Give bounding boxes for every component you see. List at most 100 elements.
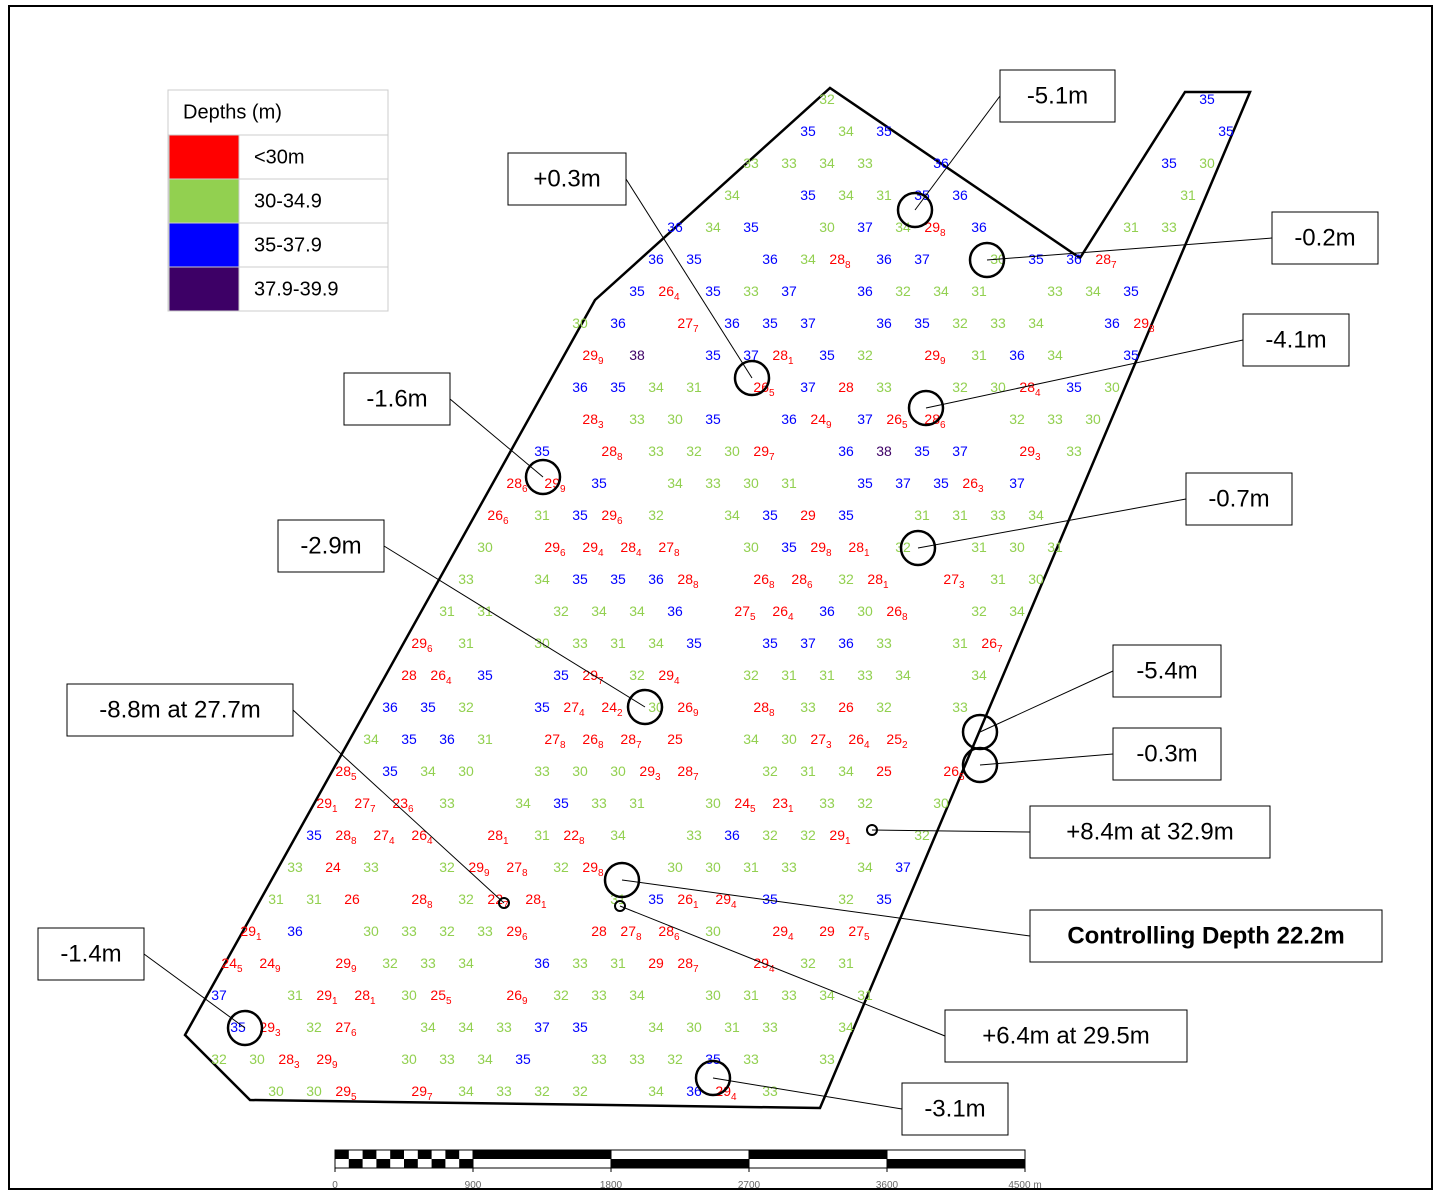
leader-line — [383, 545, 646, 708]
sounding-decimal: 4 — [788, 932, 794, 943]
sounding: 35 — [838, 507, 854, 523]
sounding: 288 — [335, 827, 357, 847]
sounding-decimal: 8 — [826, 548, 832, 559]
sounding: 30 — [458, 763, 474, 779]
callout-label: +0.3m — [533, 165, 600, 192]
sounding-depth: 29 — [468, 859, 484, 875]
sounding-decimal: 7 — [693, 324, 699, 335]
sounding: 268 — [753, 571, 775, 591]
sounding-depth: 29 — [715, 891, 731, 907]
sounding-depth: 28 — [354, 987, 370, 1003]
sounding: 38 — [876, 443, 892, 459]
sounding: 33 — [496, 1083, 512, 1099]
sounding: 36 — [1066, 251, 1082, 267]
sounding: 34 — [420, 763, 436, 779]
sounding-depth: 29 — [506, 923, 522, 939]
callout-label: -1.6m — [366, 385, 427, 412]
sounding: 33 — [534, 763, 550, 779]
leader-line — [914, 95, 1001, 211]
sounding-decimal: 1 — [332, 996, 338, 1007]
sounding: 32 — [439, 859, 455, 875]
sounding: 35 — [762, 635, 778, 651]
sounding: 35 — [686, 251, 702, 267]
sounding: 34 — [1028, 315, 1044, 331]
sounding: 35 — [553, 795, 569, 811]
sounding: 30 — [572, 763, 588, 779]
survey-boundary — [183, 86, 1252, 1110]
sounding: 261 — [677, 891, 699, 911]
sounding: 31 — [1047, 539, 1063, 555]
sounding: 31 — [534, 507, 550, 523]
sounding: 36 — [857, 283, 873, 299]
sounding: 33 — [648, 443, 664, 459]
scale-label: 2700 — [738, 1180, 761, 1191]
sounding-decimal: 8 — [579, 836, 585, 847]
sounding: 298 — [1133, 315, 1155, 335]
sounding: 288 — [677, 571, 699, 591]
sounding: 31 — [971, 539, 987, 555]
sounding: 34 — [1085, 283, 1101, 299]
sounding: 34 — [629, 987, 645, 1003]
legend-label: <30m — [254, 146, 305, 168]
sounding: 34 — [1009, 603, 1025, 619]
sounding: 269 — [677, 699, 699, 719]
leader-line — [986, 237, 1273, 261]
sounding: 231 — [772, 795, 794, 815]
sounding-depth: 28 — [487, 827, 503, 843]
sounding: 30 — [743, 475, 759, 491]
sounding: 34 — [838, 763, 854, 779]
sounding: 28 — [838, 379, 854, 395]
sounding-decimal: 3 — [275, 1028, 281, 1039]
sounding: 281 — [867, 571, 889, 591]
sounding: 37 — [800, 635, 816, 651]
sounding: 30 — [610, 763, 626, 779]
sounding-decimal: 8 — [940, 228, 946, 239]
sounding: 33 — [686, 827, 702, 843]
sounding-decimal: 3 — [655, 772, 661, 783]
sounding-depth: 26 — [487, 507, 503, 523]
sounding: 296 — [506, 923, 528, 943]
sounding: 35 — [876, 123, 892, 139]
sounding: 36 — [819, 603, 835, 619]
callout-box — [277, 519, 385, 573]
sounding: 31 — [743, 859, 759, 875]
sounding: 34 — [971, 667, 987, 683]
sounding-decimal: 1 — [693, 900, 699, 911]
sounding-decimal: 1 — [370, 996, 376, 1007]
sounding: 32 — [534, 1083, 550, 1099]
sounding-depth: 29 — [316, 1051, 332, 1067]
sounding-decimal: 6 — [351, 1028, 357, 1039]
sounding: 30 — [477, 539, 493, 555]
sounding-depth: 29 — [924, 347, 940, 363]
sounding: 36 — [762, 251, 778, 267]
sounding: 299 — [582, 347, 604, 367]
callout-circle — [614, 900, 626, 912]
sounding: 34 — [610, 827, 626, 843]
sounding: 36 — [876, 251, 892, 267]
sounding: 32 — [439, 923, 455, 939]
sounding: 34 — [895, 219, 911, 235]
sounding-depth: 29 — [259, 1019, 275, 1035]
callout-circle — [899, 529, 937, 567]
sounding: 35 — [1218, 123, 1234, 139]
sounding: 35 — [534, 443, 550, 459]
sounding: 35 — [477, 667, 493, 683]
sounding: 283 — [582, 411, 604, 431]
sounding: 36 — [933, 155, 949, 171]
sounding-decimal: 6 — [522, 932, 528, 943]
sounding: 298 — [582, 859, 604, 879]
sounding: 33 — [401, 923, 417, 939]
sounding: 34 — [838, 187, 854, 203]
sounding: 37 — [914, 251, 930, 267]
callout-box — [1112, 644, 1222, 698]
sounding: 291 — [316, 987, 338, 1007]
sounding: 33 — [876, 379, 892, 395]
sounding: 283 — [278, 1051, 300, 1071]
scale-check — [431, 1159, 446, 1168]
sounding-decimal: 5 — [750, 804, 756, 815]
sounding: 285 — [335, 763, 357, 783]
callout-circle — [866, 824, 878, 836]
sounding: 30 — [705, 859, 721, 875]
sounding-depth: 29 — [582, 539, 598, 555]
sounding-depth: 28 — [791, 571, 807, 587]
